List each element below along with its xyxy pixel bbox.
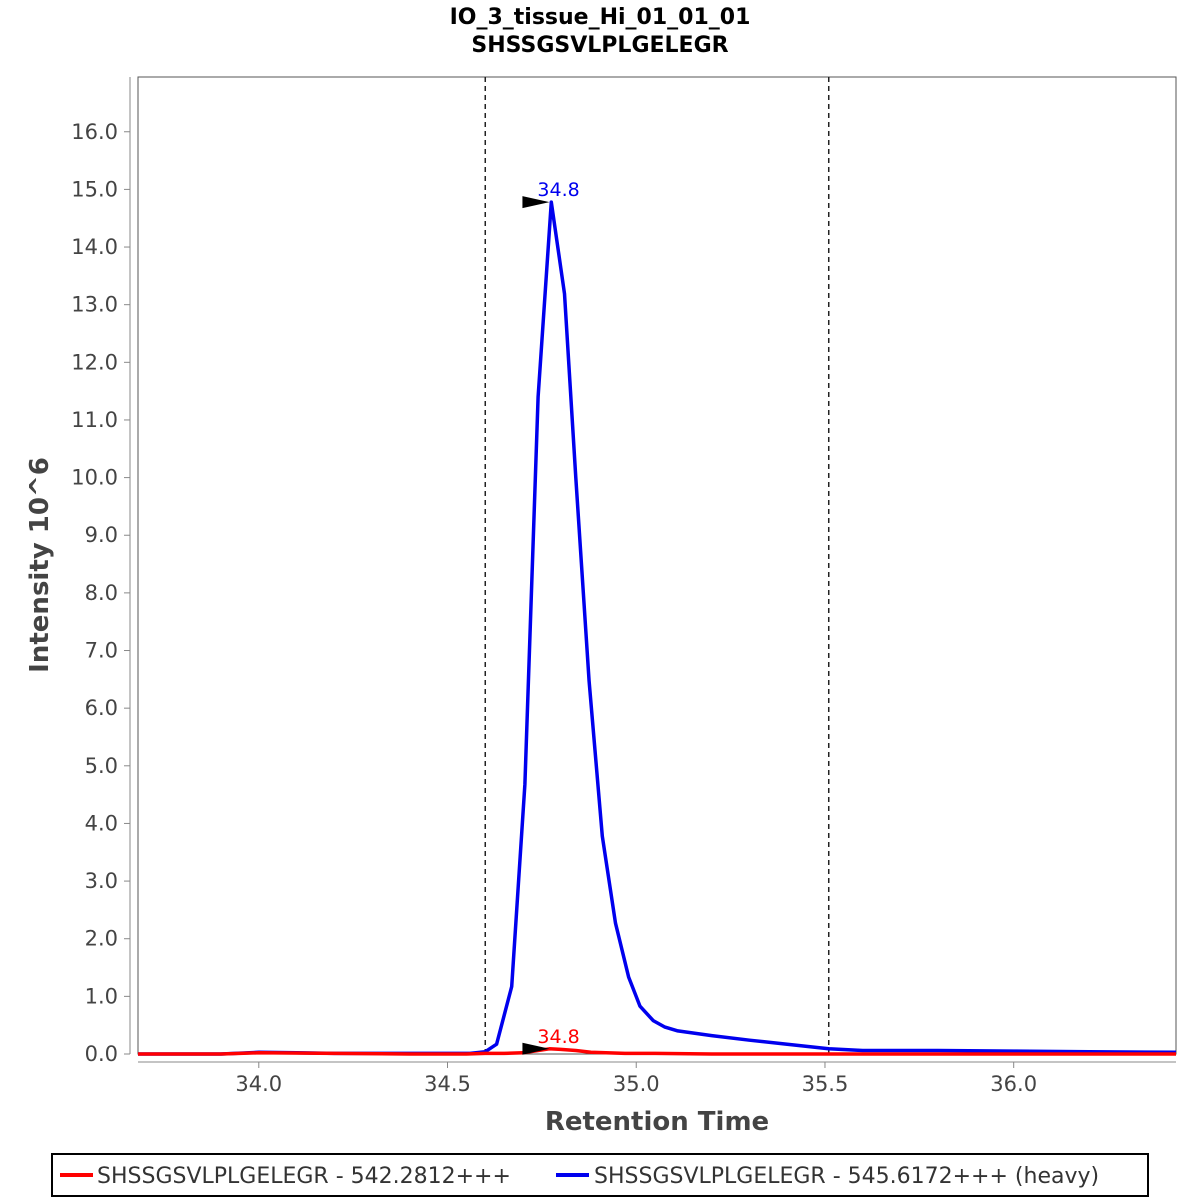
y-tick-label: 11.0 bbox=[71, 408, 118, 432]
y-tick-label: 1.0 bbox=[85, 984, 118, 1008]
series-layer bbox=[138, 200, 1177, 1056]
y-tick-label: 8.0 bbox=[85, 581, 118, 605]
peak-arrow-icon bbox=[522, 1042, 550, 1055]
y-tick-label: 9.0 bbox=[85, 523, 118, 547]
y-tick-label: 12.0 bbox=[71, 350, 118, 374]
y-tick-label: 6.0 bbox=[85, 696, 118, 720]
chart-title: IO_3_tissue_Hi_01_01_01 bbox=[450, 5, 751, 30]
x-axis-title: Retention Time bbox=[545, 1107, 769, 1137]
y-tick-label: 14.0 bbox=[71, 235, 118, 259]
y-tick-label: 16.0 bbox=[71, 120, 118, 144]
y-tick-label: 2.0 bbox=[85, 927, 118, 951]
series-line-light bbox=[138, 1047, 1176, 1056]
peak-annotations: 34.8 34.8 bbox=[522, 179, 580, 1055]
peak-label-light: 34.8 bbox=[537, 1026, 579, 1048]
x-axis-ticks: 34.0 34.5 35.0 35.5 36.0 bbox=[235, 1062, 1037, 1096]
x-tick-label: 35.5 bbox=[802, 1072, 849, 1096]
legend-label-heavy: SHSSGSVLPLGELEGR - 545.6172+++ (heavy) bbox=[594, 1164, 1099, 1189]
y-tick-label: 0.0 bbox=[85, 1042, 118, 1066]
x-tick-label: 34.5 bbox=[424, 1072, 471, 1096]
plot-area bbox=[137, 76, 1177, 1055]
legend-box bbox=[51, 1153, 1149, 1197]
y-axis-ticks: 0.0 1.0 2.0 3.0 4.0 5.0 6.0 7.0 8.0 9.0 10.0 11.0 12… bbox=[71, 120, 130, 1066]
y-tick-label: 5.0 bbox=[85, 754, 118, 778]
y-tick-label: 3.0 bbox=[85, 869, 118, 893]
integration-boundaries bbox=[484, 77, 830, 1054]
y-tick-label: 15.0 bbox=[71, 177, 118, 201]
y-axis-title: Intensity 10^6 bbox=[25, 457, 55, 673]
x-tick-label: 34.0 bbox=[235, 1072, 282, 1096]
x-tick-label: 36.0 bbox=[990, 1072, 1037, 1096]
x-tick-label: 35.0 bbox=[613, 1072, 660, 1096]
y-tick-label: 7.0 bbox=[85, 639, 118, 663]
y-tick-label: 4.0 bbox=[85, 811, 118, 835]
peak-arrow-icon bbox=[522, 196, 550, 209]
chart-subtitle: SHSSGSVLPLGELEGR bbox=[471, 33, 728, 58]
y-tick-label: 10.0 bbox=[71, 466, 118, 490]
y-tick-label: 13.0 bbox=[71, 293, 118, 317]
peak-label-heavy: 34.8 bbox=[537, 179, 579, 201]
legend-label-light: SHSSGSVLPLGELEGR - 542.2812+++ bbox=[97, 1164, 511, 1189]
